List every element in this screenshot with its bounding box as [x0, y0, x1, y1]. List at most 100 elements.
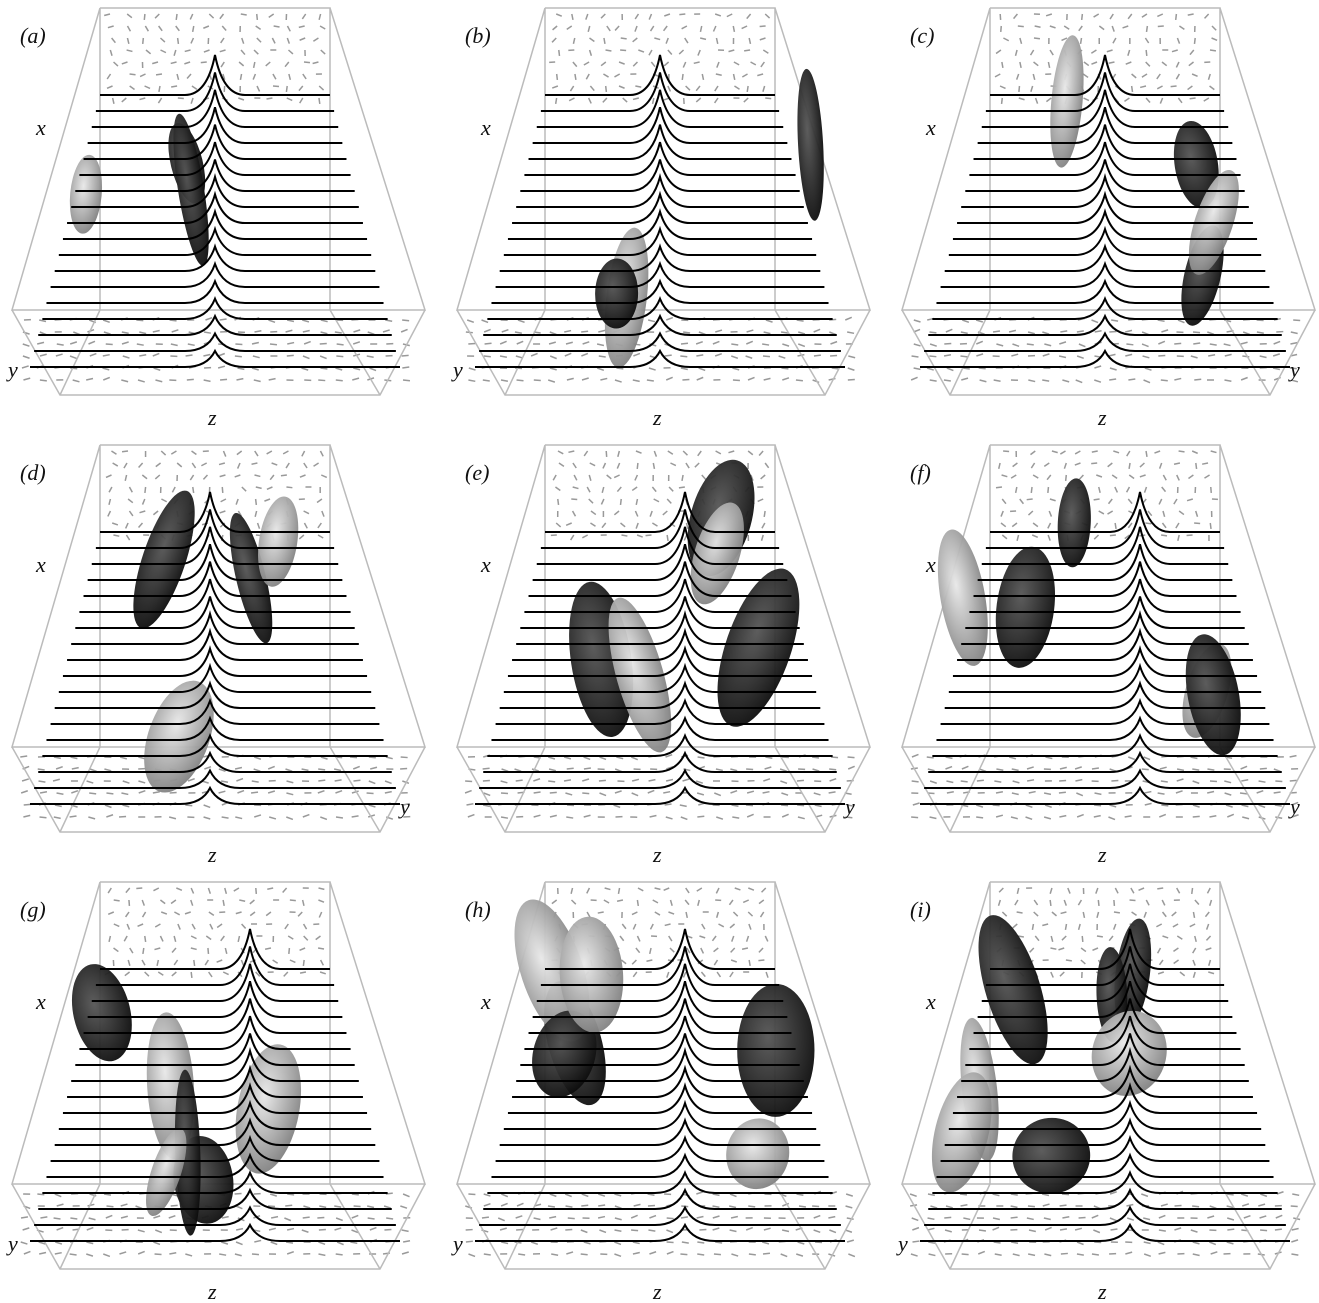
streak-line [920, 1222, 1290, 1242]
vector [1018, 97, 1025, 101]
vector [960, 1204, 968, 1207]
vector [912, 802, 920, 806]
vector [582, 778, 590, 782]
vector [613, 804, 621, 809]
vector [104, 768, 112, 772]
vector [238, 97, 245, 101]
vector [288, 73, 292, 81]
vector [482, 379, 490, 382]
vector [711, 935, 717, 942]
streak-line [981, 963, 1229, 1002]
vector [620, 959, 627, 965]
vector [402, 319, 410, 322]
vector [1026, 766, 1034, 770]
vector [597, 1215, 606, 1219]
vector [930, 1205, 938, 1209]
vector [682, 778, 690, 782]
vector [121, 792, 129, 796]
vector [846, 804, 855, 807]
vector [1224, 780, 1232, 784]
vector [400, 328, 408, 333]
vector [614, 1229, 622, 1232]
vector [730, 789, 738, 794]
vector [89, 352, 97, 357]
vector [301, 768, 309, 772]
vector [758, 450, 764, 457]
vector [976, 779, 984, 782]
streak-line [524, 1015, 796, 1050]
vector [190, 899, 194, 906]
vector [912, 1240, 920, 1243]
vector [1124, 329, 1133, 333]
vector [616, 899, 624, 903]
vector [1078, 1216, 1086, 1219]
vector [39, 1251, 47, 1255]
streak-line [920, 348, 1290, 368]
vector [619, 498, 622, 506]
vector [235, 1205, 243, 1210]
vector [1076, 355, 1084, 360]
vector [1241, 779, 1249, 782]
vector [1209, 343, 1217, 346]
y-axis-label: y [398, 794, 410, 819]
vector [571, 13, 574, 21]
vortex-blob [559, 916, 624, 1033]
vector [119, 1251, 127, 1255]
vector [69, 341, 78, 345]
vector [1209, 85, 1215, 91]
vector [286, 354, 294, 357]
vector [152, 510, 159, 516]
vector [20, 755, 28, 758]
vector [1144, 802, 1152, 806]
vector [234, 474, 241, 478]
vector [191, 462, 197, 469]
vector [616, 367, 624, 370]
vector [571, 510, 577, 517]
streak-line [62, 645, 368, 677]
vector [1016, 911, 1023, 914]
vector [1258, 1203, 1266, 1207]
vector [121, 450, 129, 453]
vector [203, 49, 210, 53]
vector [1187, 85, 1193, 91]
vector [960, 331, 968, 335]
vector [994, 1253, 1002, 1256]
vector [320, 49, 326, 55]
vector [239, 73, 243, 81]
vector [286, 1250, 295, 1255]
streak-line [54, 680, 376, 709]
vector [1143, 1217, 1151, 1221]
vector [483, 355, 491, 358]
streak-line [91, 89, 339, 128]
vector [202, 474, 209, 480]
vector [566, 816, 574, 819]
vector [1062, 379, 1070, 383]
vector [668, 486, 674, 492]
vector [285, 768, 293, 772]
vector [184, 911, 191, 915]
vector [126, 13, 133, 19]
vector [746, 340, 754, 345]
vector [648, 13, 653, 20]
vector [161, 498, 168, 503]
vector [267, 1205, 276, 1208]
vector [500, 379, 509, 383]
vector [320, 474, 328, 479]
streak-line [961, 1046, 1249, 1082]
streak-line [71, 172, 359, 208]
vector [962, 367, 970, 370]
vector [619, 935, 625, 942]
vector [590, 522, 596, 527]
vector [137, 923, 144, 927]
vector [120, 1203, 128, 1207]
vector [1032, 474, 1039, 479]
vector [1205, 923, 1210, 930]
vector [1074, 450, 1081, 455]
vector [89, 768, 97, 773]
streak-line [83, 124, 347, 160]
vector [1091, 1214, 1099, 1219]
vector [124, 522, 129, 529]
vector [651, 522, 658, 527]
vector [1177, 97, 1183, 104]
vector [203, 804, 211, 809]
